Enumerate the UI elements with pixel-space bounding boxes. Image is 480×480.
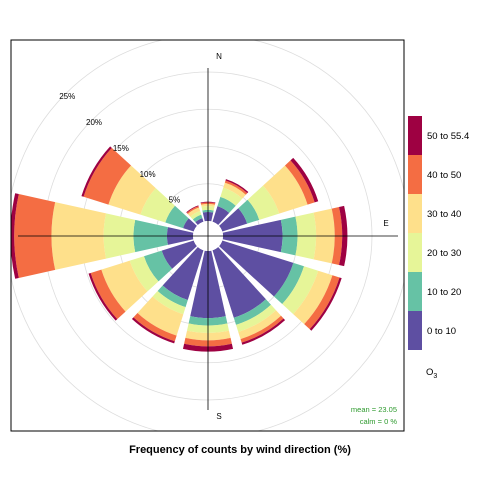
petal-120-bin-4 [304, 275, 340, 330]
petal-210-bin-5 [131, 317, 175, 344]
petal-330-bin-3 [187, 207, 201, 217]
petal-150-bin-3 [238, 310, 282, 340]
petal-330-bin-2 [190, 211, 202, 220]
petal-150-bin-0 [212, 247, 266, 318]
petal-240-bin-0 [161, 240, 197, 269]
radial-tick-labels: 5% 10% 15% 20% 25% [59, 92, 180, 205]
petal-120-bin-5 [309, 277, 342, 331]
chart-title: Frequency of counts by wind direction (%… [129, 444, 351, 456]
legend-label-1: 10 to 20 [427, 287, 461, 298]
petal-120-bin-2 [282, 266, 319, 315]
legend-swatch-2 [408, 233, 422, 272]
petal-330-bin-4 [186, 206, 200, 214]
legend-label-3: 30 to 40 [427, 209, 461, 220]
radial-tick-label-25: 25% [59, 92, 75, 101]
petal-240-bin-5 [88, 272, 118, 321]
radial-tick-label-20: 20% [86, 118, 102, 127]
petal-270-bin-5 [11, 193, 19, 279]
legend-swatch-4 [408, 155, 422, 194]
petal-120-bin-3 [293, 270, 333, 325]
petal-210-bin-1 [157, 285, 188, 308]
petal-240-bin-3 [101, 260, 148, 312]
plot-panel: 5% 10% 15% 20% 25% [11, 40, 404, 431]
east-label: E [383, 219, 388, 228]
petal-60-bin-1 [238, 199, 260, 224]
petal-300-bin-2 [140, 188, 175, 223]
petal-330-bin-5 [186, 205, 199, 213]
petal-150-bin-5 [241, 318, 286, 345]
petal-300-bin-1 [165, 205, 189, 229]
petal-30-bin-1 [217, 196, 236, 213]
compass-axes [18, 68, 398, 410]
petal-60-bin-5 [290, 157, 319, 203]
legend-swatch-1 [408, 272, 422, 311]
radial-tick-label-10: 10% [140, 170, 156, 179]
stat-calm: calm = 0 % [360, 417, 398, 426]
legend-title: O3 [426, 367, 437, 380]
north-label: N [216, 52, 222, 61]
petal-300-bin-4 [83, 147, 132, 205]
legend-swatch-3 [408, 194, 422, 233]
petal-60-bin-4 [284, 160, 315, 205]
petal-300-bin-0 [183, 218, 197, 232]
petal-150-bin-1 [233, 299, 271, 325]
petal-30-bin-0 [212, 206, 230, 225]
petal-330-bin-1 [192, 214, 203, 223]
radial-tick-label-15: 15% [113, 144, 129, 153]
petal-30-bin-5 [225, 179, 249, 194]
plot-panel-border [10, 39, 405, 432]
petal-210-bin-2 [152, 291, 186, 315]
legend: 0 to 10 10 to 20 20 to 30 30 to 40 40 to 50 5… [408, 116, 469, 350]
legend-label-0: 0 to 10 [427, 326, 456, 337]
petal-0-bin-5 [200, 201, 216, 204]
legend-swatch-5 [408, 116, 422, 155]
south-label: S [216, 412, 221, 421]
petal-60-bin-2 [247, 185, 280, 220]
petal-330-bin-0 [195, 218, 204, 225]
legend-label-2: 20 to 30 [427, 248, 461, 259]
petal-120-bin-0 [219, 240, 294, 297]
petal-300-bin-3 [108, 165, 156, 215]
petal-210-bin-3 [137, 296, 184, 336]
legend-swatch-0 [408, 311, 422, 350]
petal-150-bin-2 [236, 304, 277, 333]
petal-300-bin-5 [81, 146, 112, 197]
petal-120-bin-1 [273, 262, 305, 305]
radial-tick-label-5: 5% [169, 196, 181, 205]
petal-30-bin-4 [224, 180, 248, 195]
petal-150-bin-4 [240, 315, 284, 343]
petal-240-bin-4 [90, 269, 126, 320]
legend-label-5: 50 to 55.4 [427, 131, 469, 142]
petal-240-bin-2 [129, 256, 159, 292]
petal-60-bin-0 [219, 208, 248, 232]
petal-60-bin-3 [263, 165, 308, 214]
petal-240-bin-1 [143, 250, 173, 282]
legend-label-4: 40 to 50 [427, 170, 461, 181]
stat-mean: mean = 23.05 [351, 405, 397, 414]
petal-210-bin-0 [162, 247, 204, 301]
petal-30-bin-3 [223, 182, 246, 199]
petal-210-bin-4 [133, 312, 177, 342]
petal-30-bin-2 [220, 187, 243, 206]
